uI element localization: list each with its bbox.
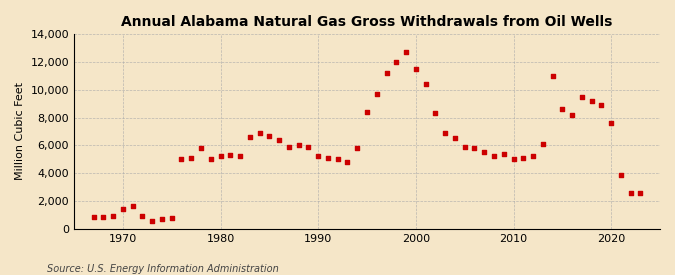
Point (421, 82, 431, 87)
Point (332, 157, 343, 161)
Point (235, 154, 246, 159)
Text: Source: U.S. Energy Information Administration: Source: U.S. Energy Information Administ… (47, 264, 279, 274)
Point (284, 145, 294, 149)
Point (518, 156, 529, 160)
Point (576, 95, 587, 99)
Point (401, 50, 412, 54)
Point (439, 131, 450, 135)
Point (264, 133, 275, 138)
Point (410, 67, 421, 71)
Point (98, 215, 109, 219)
Point (605, 121, 616, 125)
Point (303, 145, 314, 149)
Point (157, 217, 167, 221)
Point (205, 157, 216, 161)
Point (244, 135, 255, 139)
Point (274, 138, 285, 142)
Point (352, 146, 362, 150)
Point (508, 157, 519, 161)
Point (176, 157, 187, 161)
Point (293, 143, 304, 148)
Point (537, 142, 548, 146)
Point (371, 92, 382, 96)
Point (450, 136, 460, 141)
Point (489, 154, 500, 159)
Point (128, 204, 138, 209)
Point (166, 216, 177, 221)
Point (479, 150, 489, 155)
Point (557, 107, 568, 111)
Point (186, 156, 196, 160)
Point (323, 156, 333, 160)
Title: Annual Alabama Natural Gas Gross Withdrawals from Oil Wells: Annual Alabama Natural Gas Gross Withdra… (122, 15, 613, 29)
Point (108, 214, 119, 218)
Point (616, 172, 626, 177)
Point (596, 103, 607, 107)
Point (635, 190, 646, 195)
Point (362, 110, 373, 114)
Point (459, 145, 470, 149)
Point (625, 190, 636, 195)
Point (88, 215, 99, 219)
Point (547, 74, 558, 78)
Point (391, 60, 402, 64)
Point (528, 154, 539, 159)
Point (196, 146, 207, 150)
Y-axis label: Million Cubic Feet: Million Cubic Feet (15, 82, 25, 180)
Point (381, 71, 392, 75)
Point (254, 131, 265, 135)
Point (215, 154, 226, 159)
Point (469, 146, 480, 150)
Point (117, 207, 128, 211)
Point (587, 99, 597, 103)
Point (313, 154, 323, 159)
Point (430, 111, 441, 116)
Point (342, 160, 353, 164)
Point (498, 152, 509, 156)
Point (225, 153, 236, 157)
Point (137, 214, 148, 218)
Point (567, 113, 578, 117)
Point (146, 219, 157, 223)
